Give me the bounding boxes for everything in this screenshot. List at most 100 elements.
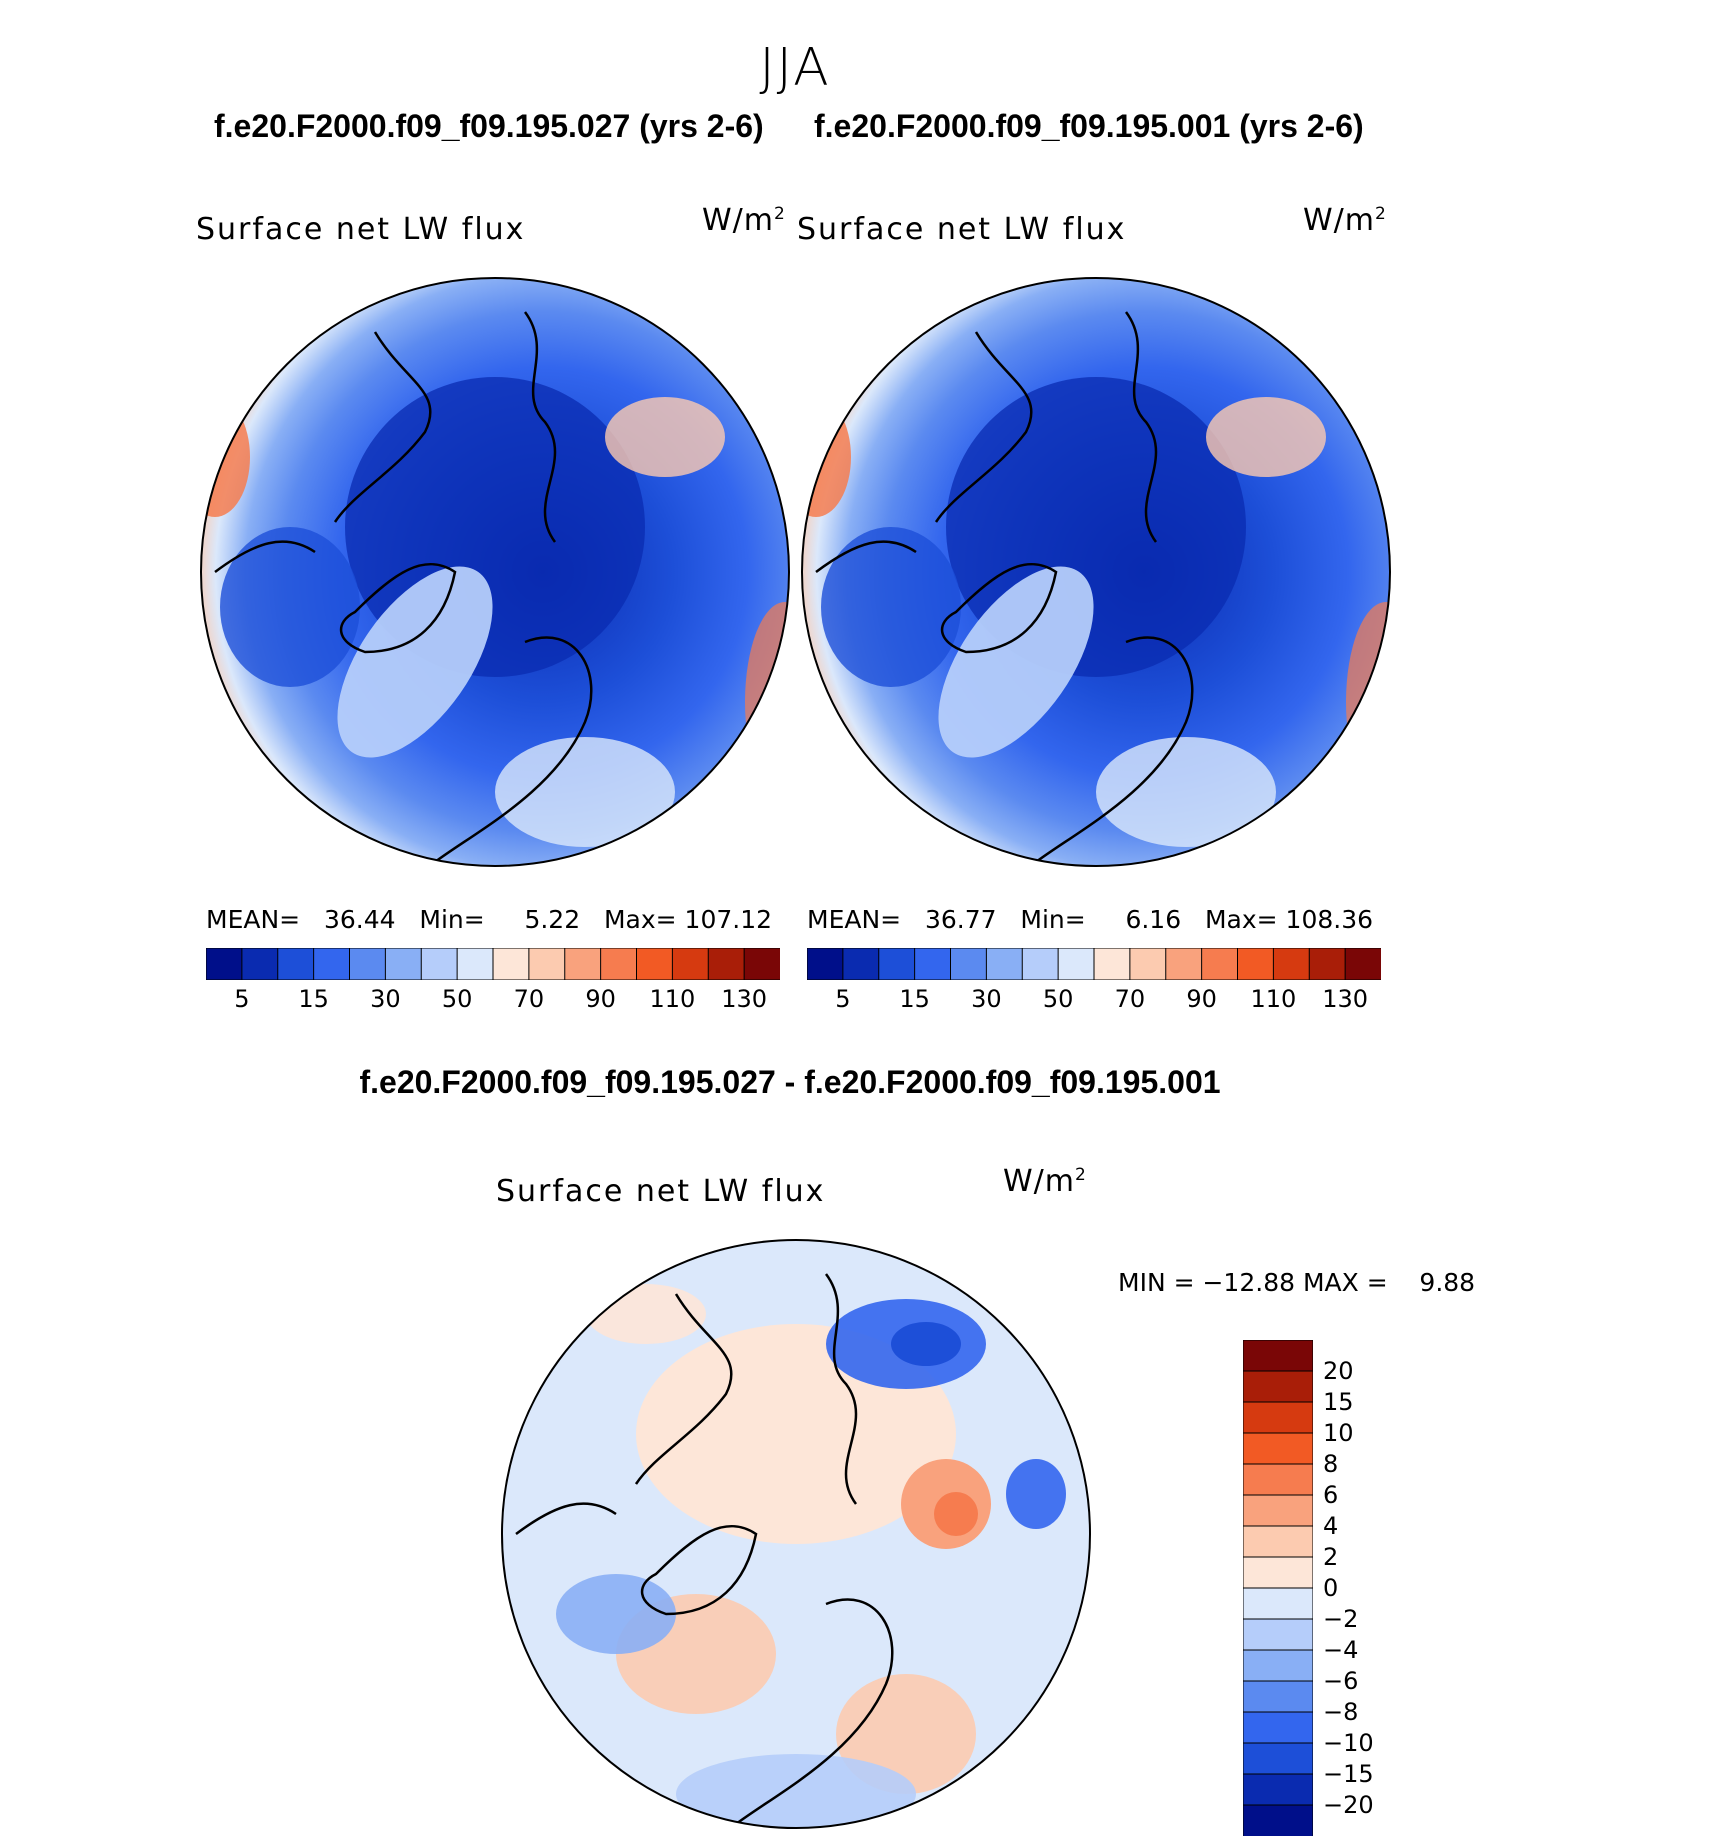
- panel-2-colorbar: [807, 948, 1381, 980]
- panel-1-colorbar-box: [420, 948, 459, 980]
- difference-colorbar-tick-label: 6: [1323, 1481, 1339, 1509]
- panel-2-colorbar-box: [1021, 948, 1060, 980]
- panel-2-colorbar-tick-label: 130: [1322, 985, 1368, 1013]
- panel-1-units-label: W/m2: [702, 203, 786, 238]
- panel-1-colorbar-box: [707, 948, 746, 980]
- panel-2-colorbar-box: [1237, 948, 1275, 980]
- panel-2-colorbar-box: [807, 948, 844, 980]
- difference-colorbar-box: [1243, 1556, 1313, 1589]
- panel-2-colorbar-tick-label: 110: [1250, 985, 1297, 1013]
- panel-2-polar-map: [801, 277, 1391, 867]
- panel-1-colorbar-tick-label: 30: [370, 985, 401, 1013]
- difference-colorbar-tick-label: 15: [1323, 1388, 1354, 1416]
- difference-colorbar-box: [1243, 1680, 1313, 1713]
- difference-colorbar-tick-label: −15: [1323, 1760, 1374, 1788]
- difference-minmax: MIN = −12.88 MAX = 9.88: [1118, 1268, 1476, 1297]
- difference-colorbar-tick-label: −2: [1323, 1605, 1359, 1633]
- difference-colorbar-box: [1243, 1525, 1313, 1558]
- panel-2-colorbar-tick-label: 50: [1042, 985, 1074, 1013]
- difference-colorbar-ticks: 20 15 10 8 6 4 2 0 −2 −4 −6 −8 −10 −15 −20: [1323, 1340, 1403, 1836]
- panel-1-colorbar-box: [384, 948, 423, 980]
- panel-2-colorbar-tick-label: 15: [899, 985, 930, 1013]
- panel-2-variable-label: Surface net LW flux: [797, 212, 1127, 247]
- panel-1-colorbar-tick-label: 50: [441, 985, 473, 1013]
- panel-1-variable-label: Surface net LW flux: [196, 212, 526, 247]
- difference-colorbar-box: [1243, 1463, 1313, 1496]
- difference-colorbar-tick-label: −6: [1323, 1667, 1359, 1695]
- difference-colorbar-tick-label: 10: [1323, 1419, 1354, 1447]
- difference-colorbar-box: [1243, 1587, 1313, 1620]
- panel-2-case-title: f.e20.F2000.f09_f09.195.001 (yrs 2-6): [814, 108, 1364, 144]
- difference-colorbar-box: [1243, 1711, 1313, 1744]
- panel-1-colorbar-box: [564, 948, 602, 980]
- difference-polar-map: [501, 1239, 1091, 1829]
- difference-colorbar-tick-label: −10: [1323, 1729, 1374, 1757]
- panel-2-colorbar-box: [1129, 948, 1167, 980]
- panel-2-colorbar-box: [1201, 948, 1239, 980]
- panel-2-colorbar-box: [914, 948, 952, 980]
- panel-2-colorbar-box: [950, 948, 988, 980]
- difference-colorbar-tick-label: −4: [1323, 1636, 1359, 1664]
- difference-colorbar-box: [1243, 1432, 1313, 1465]
- panel-2-colorbar-box: [1093, 948, 1131, 980]
- difference-units-label: W/m2: [1003, 1164, 1087, 1199]
- difference-colorbar-tick-label: −20: [1323, 1791, 1374, 1819]
- panel-2-colorbar-box: [985, 948, 1024, 980]
- difference-colorbar-box: [1243, 1773, 1313, 1806]
- difference-colorbar-tick-label: 8: [1323, 1450, 1339, 1478]
- panel-1-colorbar-tick-label: 5: [234, 985, 250, 1013]
- season-title: JJA: [759, 38, 831, 98]
- panel-2-colorbar-box: [878, 948, 916, 980]
- difference-colorbar-box: [1243, 1494, 1313, 1527]
- difference-colorbar-tick-label: 2: [1323, 1543, 1339, 1571]
- difference-title: f.e20.F2000.f09_f09.195.027 - f.e20.F200…: [359, 1064, 1221, 1100]
- panel-2-colorbar-tick-label: 5: [835, 985, 851, 1013]
- panel-2-units-label: W/m2: [1303, 203, 1387, 238]
- difference-colorbar-box: [1243, 1401, 1313, 1434]
- panel-1-stats: MEAN= 36.44 Min= 5.22 Max= 107.12: [206, 905, 773, 934]
- panel-2-colorbar-box: [842, 948, 880, 980]
- difference-colorbar-box: [1243, 1340, 1313, 1372]
- difference-colorbar-tick-label: 0: [1323, 1574, 1339, 1602]
- panel-1-colorbar-box: [313, 948, 351, 980]
- difference-colorbar-box: [1243, 1618, 1313, 1651]
- difference-variable-label: Surface net LW flux: [496, 1174, 826, 1209]
- difference-colorbar-box: [1243, 1804, 1313, 1836]
- panel-1-case-title: f.e20.F2000.f09_f09.195.027 (yrs 2-6): [214, 108, 764, 144]
- panel-1-colorbar-ticks: 5 15 30 50 70 90 110 130: [206, 985, 780, 1015]
- difference-colorbar-tick-label: 4: [1323, 1512, 1339, 1540]
- panel-1-colorbar-box: [349, 948, 387, 980]
- difference-colorbar-tick-label: −8: [1323, 1698, 1359, 1726]
- panel-2-colorbar-box: [1308, 948, 1347, 980]
- panel-1-colorbar-box: [241, 948, 279, 980]
- panel-1-colorbar-tick-label: 70: [513, 985, 545, 1013]
- panel-2-colorbar-box: [1344, 948, 1381, 980]
- panel-1-colorbar-box: [636, 948, 674, 980]
- panel-2-colorbar-tick-label: 90: [1186, 985, 1217, 1013]
- panel-1-colorbar-tick-label: 110: [649, 985, 696, 1013]
- panel-1-colorbar-box: [600, 948, 638, 980]
- panel-1-colorbar-box: [528, 948, 566, 980]
- panel-1-polar-map: [200, 277, 790, 867]
- panel-2-colorbar-tick-label: 30: [971, 985, 1002, 1013]
- difference-colorbar-box: [1243, 1370, 1313, 1403]
- panel-2-colorbar-tick-label: 70: [1114, 985, 1146, 1013]
- panel-2-colorbar-box: [1272, 948, 1311, 980]
- panel-1-colorbar-box: [492, 948, 530, 980]
- panel-1-colorbar-tick-label: 90: [585, 985, 616, 1013]
- panel-1-colorbar: [206, 948, 780, 980]
- panel-1-colorbar-tick-label: 130: [721, 985, 767, 1013]
- panel-1-colorbar-box: [743, 948, 780, 980]
- panel-2-colorbar-ticks: 5 15 30 50 70 90 110 130: [807, 985, 1381, 1015]
- panel-1-colorbar-box: [277, 948, 315, 980]
- panel-1-colorbar-tick-label: 15: [298, 985, 329, 1013]
- panel-2-colorbar-box: [1165, 948, 1203, 980]
- difference-colorbar: [1243, 1340, 1313, 1836]
- difference-colorbar-box: [1243, 1649, 1313, 1682]
- panel-1-colorbar-box: [456, 948, 495, 980]
- panel-1-colorbar-box: [671, 948, 710, 980]
- difference-colorbar-tick-label: 20: [1323, 1357, 1354, 1385]
- panel-1-colorbar-box: [206, 948, 243, 980]
- panel-2-stats: MEAN= 36.77 Min= 6.16 Max= 108.36: [807, 905, 1374, 934]
- panel-2-colorbar-box: [1057, 948, 1096, 980]
